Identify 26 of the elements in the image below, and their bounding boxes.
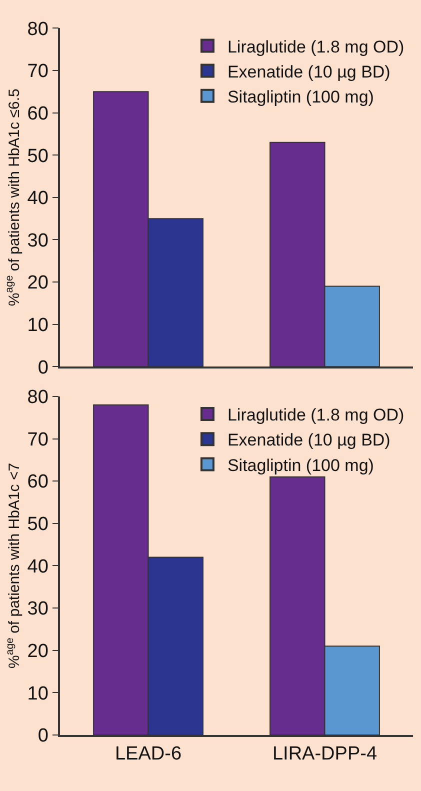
x-tick-label: LEAD-6 <box>114 744 182 765</box>
y-tick-label: 10 <box>27 683 48 704</box>
y-tick-label: 30 <box>27 598 48 620</box>
y-tick-label: 0 <box>38 357 48 378</box>
y-tick-label: 0 <box>38 726 48 747</box>
y-tick-label: 50 <box>27 514 48 536</box>
x-tick-label: LIRA-DPP-4 <box>272 744 378 765</box>
y-tick-label: 30 <box>27 230 48 252</box>
y-tick-label: 70 <box>27 429 48 450</box>
legend-label: Sitagliptin (100 mg) <box>227 456 374 475</box>
y-tick-label: 10 <box>27 315 48 336</box>
y-tick-label: 50 <box>27 146 48 167</box>
legend-label: Exenatide (10 µg BD) <box>227 62 390 82</box>
y-tick-label: 20 <box>27 640 48 662</box>
legend-label: Exenatide (10 µg BD) <box>227 430 390 450</box>
legend-label: Liraglutide (1.8 mg OD) <box>227 37 404 56</box>
y-tick-label: 40 <box>27 556 48 578</box>
y-tick-label: 80 <box>27 387 48 408</box>
y-tick-label: 60 <box>27 472 48 493</box>
y-tick-label: 70 <box>27 61 48 82</box>
y-tick-label: 20 <box>27 272 48 294</box>
legend-label: Sitagliptin (100 mg) <box>227 88 374 107</box>
y-tick-label: 40 <box>27 188 48 210</box>
y-tick-label: 80 <box>27 18 48 40</box>
y-tick-label: 60 <box>27 103 48 124</box>
legend-label: Liraglutide (1.8 mg OD) <box>227 406 404 425</box>
